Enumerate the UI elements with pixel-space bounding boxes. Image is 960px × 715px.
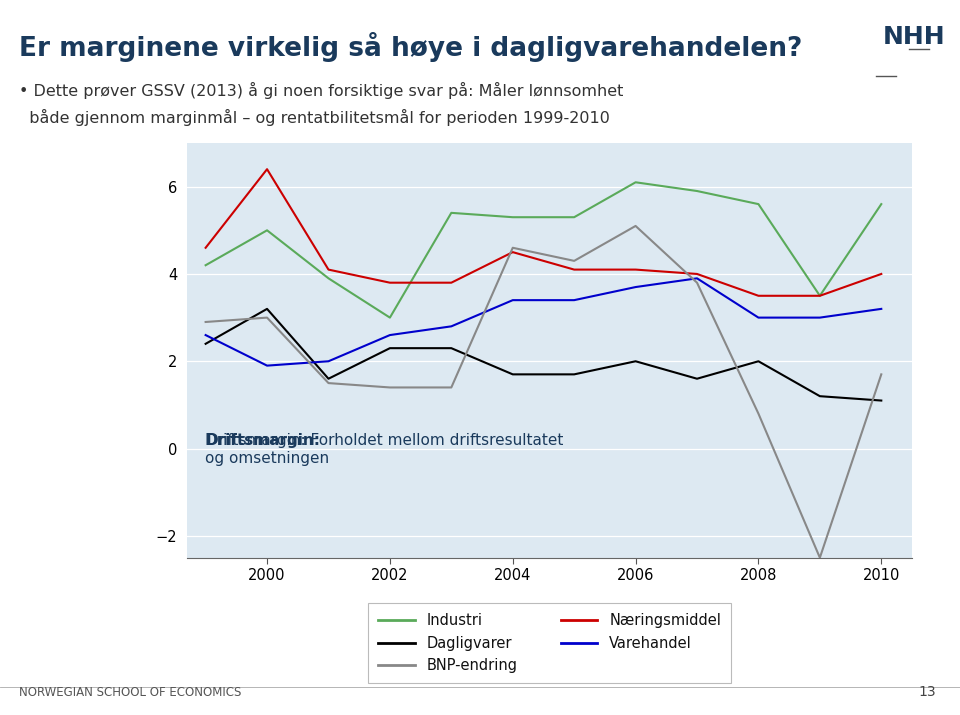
Text: både gjennom marginmål – og rentatbilitetsmål for perioden 1999-2010: både gjennom marginmål – og rentatbilite…	[19, 109, 610, 127]
Text: NHH: NHH	[883, 25, 946, 49]
Text: Er marginene virkelig så høye i dagligvarehandelen?: Er marginene virkelig så høye i dagligva…	[19, 32, 803, 62]
Text: Driftsmargin:: Driftsmargin:	[205, 433, 321, 448]
Text: Driftsmargin: Forholdet mellom driftsresultatet
og omsetningen: Driftsmargin: Forholdet mellom driftsres…	[205, 433, 564, 465]
Text: 13: 13	[919, 685, 936, 699]
Text: • Dette prøver GSSV (2013) å gi noen forsiktige svar på: Måler lønnsomhet: • Dette prøver GSSV (2013) å gi noen for…	[19, 82, 624, 99]
Text: NORWEGIAN SCHOOL OF ECONOMICS: NORWEGIAN SCHOOL OF ECONOMICS	[19, 686, 242, 699]
Legend: Industri, Dagligvarer, BNP-endring, Næringsmiddel, Varehandel: Industri, Dagligvarer, BNP-endring, Næri…	[368, 603, 732, 683]
